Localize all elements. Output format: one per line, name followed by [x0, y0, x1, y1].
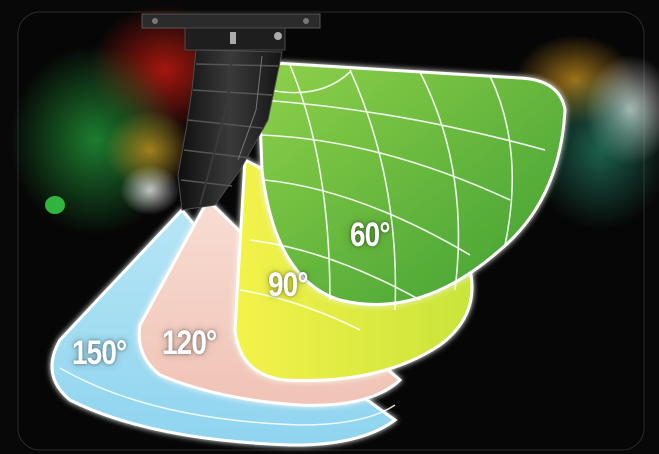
coverage-label-150: 150° — [72, 334, 127, 372]
coverage-label-120: 120° — [162, 324, 217, 362]
coverage-label-60: 60° — [350, 216, 391, 254]
line-array-speaker-icon — [177, 49, 283, 211]
rigging-frame-icon — [141, 13, 321, 51]
coverage-grid-lines — [239, 64, 546, 331]
coverage-zone-150-rim — [59, 367, 396, 426]
coverage-label-90: 90° — [268, 266, 309, 304]
coverage-zone-60 — [256, 60, 567, 306]
